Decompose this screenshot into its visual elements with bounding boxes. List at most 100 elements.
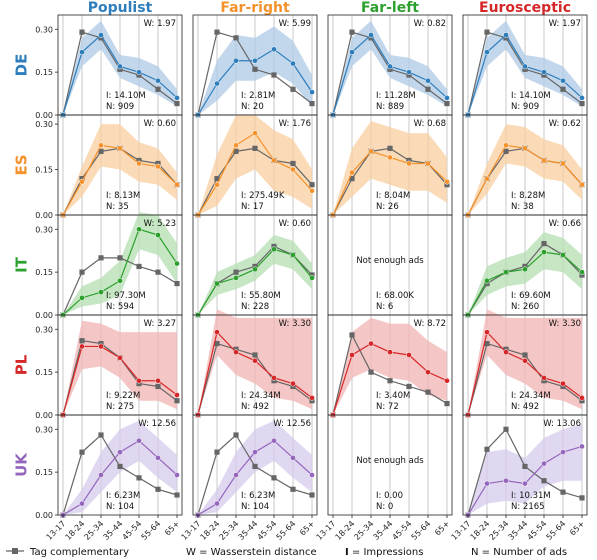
x-tick-label: 65+ <box>163 519 181 537</box>
point-tag-complementary <box>444 400 450 407</box>
point-tag-complementary <box>79 176 85 182</box>
point-colored <box>155 377 161 384</box>
point-colored <box>368 32 374 38</box>
point-colored <box>214 500 220 507</box>
point-tag-complementary <box>98 340 104 347</box>
impressions-label: I: 14.10M <box>511 91 551 101</box>
legend-w-note: W = Wasserstein distance <box>186 547 317 558</box>
x-tick-label: 18-24 <box>64 519 87 542</box>
ads-count-label: N: 17 <box>241 202 264 212</box>
point-colored <box>484 329 490 335</box>
y-tick-label: 0.30 <box>35 225 53 234</box>
x-tick-label: 55-64 <box>410 519 433 542</box>
impressions-label: I: 6.23M <box>106 491 140 501</box>
impressions-label: I: 0.00 <box>376 491 403 501</box>
column-title-far-right: Far-right <box>220 0 290 16</box>
point-tag-complementary <box>406 157 412 164</box>
column-title-eurosceptic: Eurosceptic <box>479 0 571 16</box>
impressions-label: I: 3.40M <box>376 391 410 401</box>
ads-count-label: N: 6 <box>376 302 393 312</box>
point-colored <box>98 142 104 149</box>
point-tag-complementary <box>271 378 277 384</box>
point-colored <box>309 187 315 194</box>
point-tag-complementary <box>136 475 142 481</box>
point-colored <box>174 95 180 101</box>
point-tag-complementary <box>155 86 161 92</box>
x-tick-label: 13-17 <box>45 519 68 542</box>
point-tag-complementary <box>349 29 355 35</box>
x-tick-label: 25-34 <box>83 519 106 542</box>
point-tag-complementary <box>117 255 123 261</box>
confidence-band <box>468 423 582 515</box>
point-colored <box>541 249 547 255</box>
impressions-label: I: 24.34M <box>511 391 551 401</box>
ads-count-label: N: 492 <box>511 402 539 412</box>
point-colored <box>484 175 490 182</box>
point-tag-complementary <box>98 148 104 154</box>
point-tag-complementary <box>484 446 490 452</box>
point-colored <box>79 343 85 350</box>
impressions-label: I: 68.00K <box>376 291 414 301</box>
point-tag-complementary <box>136 72 142 78</box>
point-colored <box>98 343 104 350</box>
point-tag-complementary <box>252 463 258 470</box>
x-tick-label: 55-64 <box>545 519 568 542</box>
point-colored <box>522 480 528 487</box>
point-colored <box>271 46 277 53</box>
point-colored <box>406 69 412 75</box>
point-tag-complementary <box>541 478 547 484</box>
x-tick-label: 25-34 <box>488 519 511 542</box>
point-colored <box>425 369 431 375</box>
wasserstein-label: W: 1.76 <box>279 119 311 129</box>
impressions-label: I: 10.31M <box>511 491 551 501</box>
y-tick-label: 0.15 <box>35 268 53 277</box>
ads-count-label: N: 104 <box>106 502 134 512</box>
point-tag-complementary <box>484 280 490 287</box>
point-colored <box>579 395 585 401</box>
point-tag-complementary <box>560 383 566 390</box>
x-tick-label: 35-44 <box>372 519 395 542</box>
point-colored <box>309 89 315 95</box>
ads-count-label: N: 492 <box>241 402 269 412</box>
point-tag-complementary <box>271 475 277 481</box>
point-colored <box>117 449 123 455</box>
point-tag-complementary <box>522 66 528 72</box>
point-colored <box>252 266 258 273</box>
point-colored <box>136 377 142 384</box>
point-colored <box>233 349 239 355</box>
point-tag-complementary <box>579 495 585 501</box>
point-colored <box>560 160 566 167</box>
point-tag-complementary <box>155 486 161 492</box>
point-tag-complementary <box>290 86 296 92</box>
point-tag-complementary <box>522 263 528 270</box>
x-tick-label: 65+ <box>433 519 451 537</box>
wasserstein-label: W: 1.97 <box>549 19 581 29</box>
wasserstein-label: W: 8.72 <box>414 319 446 329</box>
point-tag-complementary <box>503 426 509 432</box>
point-colored <box>349 352 355 358</box>
point-colored <box>522 266 528 273</box>
confidence-band <box>198 115 312 215</box>
point-tag-complementary <box>155 160 161 167</box>
point-tag-complementary <box>560 86 566 92</box>
point-tag-complementary <box>290 160 296 167</box>
point-colored <box>79 500 85 507</box>
point-tag-complementary <box>252 352 258 358</box>
ads-count-label: N: 104 <box>241 502 269 512</box>
point-colored <box>174 181 180 188</box>
point-colored <box>117 63 123 70</box>
point-colored <box>309 395 315 401</box>
not-enough-ads-label: Not enough ads <box>356 456 424 466</box>
point-colored <box>560 380 566 387</box>
point-tag-complementary <box>387 378 393 384</box>
point-colored <box>233 275 239 281</box>
ads-count-label: N: 20 <box>241 102 264 112</box>
